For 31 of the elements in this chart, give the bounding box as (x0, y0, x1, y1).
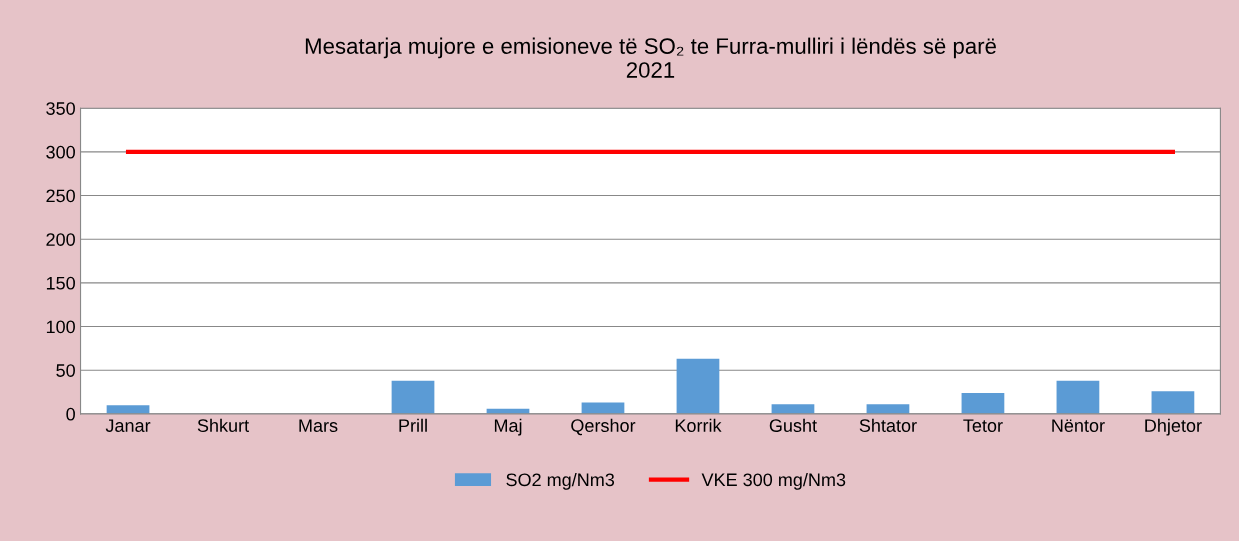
y-tick-label: 0 (66, 407, 75, 421)
x-tick-label: Nëntor (1052, 419, 1105, 432)
bar (771, 404, 815, 414)
y-tick-label: 300 (46, 145, 75, 159)
bar (961, 392, 1005, 414)
x-tick-label: Gusht (769, 418, 817, 432)
bar (1056, 380, 1100, 414)
y-tick-label: 200 (46, 233, 75, 246)
bar (676, 358, 720, 414)
legend-label: VKE 300 mg/Nm3 (701, 472, 846, 490)
chart-title: Mesatarja mujore e emisioneve të SO₂ te Furra-mulliri i lëndës së parë 2021 (305, 37, 996, 78)
x-tick-label: Shtator (859, 418, 917, 432)
x-tick-label: Tetor (963, 419, 1003, 432)
y-tick-label: 350 (46, 102, 75, 115)
x-tick-label: Shkurt (197, 418, 249, 432)
x-tick-label: Qershor (571, 418, 636, 436)
x-tick-label: Maj (494, 418, 522, 436)
legend-label: SO2 mg/Nm3 (506, 472, 615, 490)
y-tick-label: 50 (56, 364, 75, 377)
x-tick-label: Dhjetor (1145, 418, 1202, 436)
x-tick-label: Mars (299, 419, 338, 432)
y-tick-label: 250 (46, 189, 75, 203)
y-tick-label: 100 (46, 320, 75, 334)
bar (1151, 391, 1195, 414)
x-tick-label: Janar (105, 419, 151, 432)
bar (106, 405, 150, 414)
bar (866, 404, 910, 414)
y-tick-label: 150 (46, 276, 75, 290)
x-tick-label: Korrik (675, 418, 722, 432)
x-tick-label: Prill (399, 418, 427, 432)
bar (391, 380, 435, 414)
